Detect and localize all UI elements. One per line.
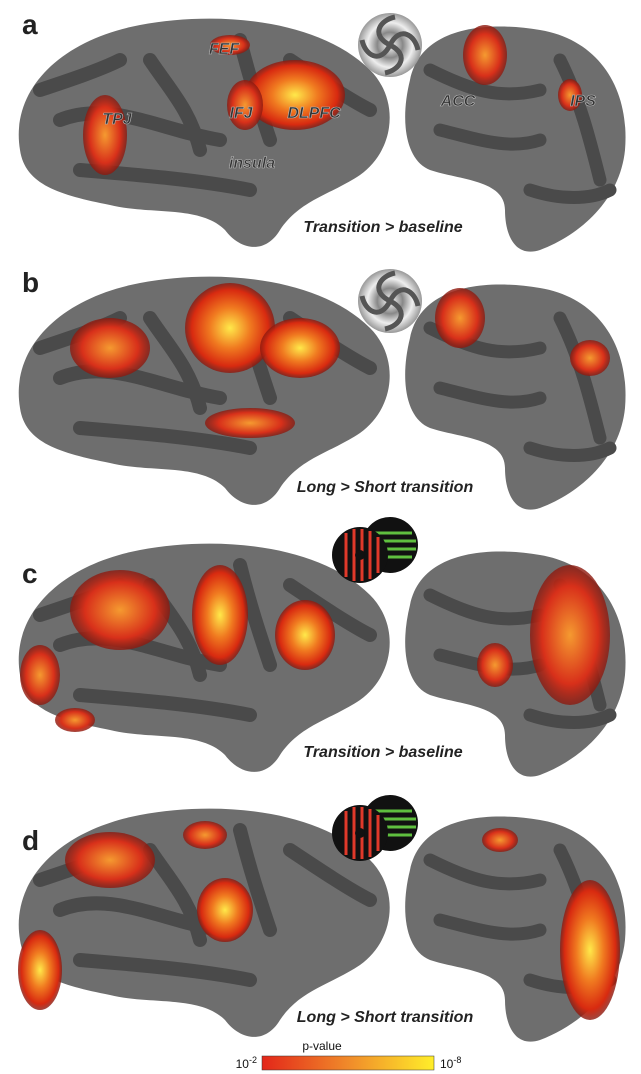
region-label: DLPFC (287, 105, 341, 122)
activation (70, 283, 610, 438)
right-hemisphere (405, 27, 625, 252)
region-label: ACC (440, 93, 476, 110)
stimulus-icon (330, 793, 420, 863)
region-label: IPS (570, 93, 596, 110)
panel-a: a TPJ FEF IFJ DLPFC insula ACC IPS Trans… (19, 9, 626, 252)
panel-label: c (22, 558, 38, 589)
colorbar-max: 10-8 (440, 1055, 461, 1071)
panel-c: c Transition > baseline (19, 515, 626, 777)
panel-label: d (22, 825, 39, 856)
caption: Transition > baseline (303, 219, 462, 236)
stimulus-icon (358, 269, 422, 333)
region-label: IFJ (229, 105, 253, 122)
colorbar-scale (261, 1055, 435, 1071)
caption: Long > Short transition (297, 479, 474, 496)
activation (18, 821, 620, 1020)
stimulus-icon (358, 13, 422, 77)
colorbar: p-value 10-2 10-8 (236, 1039, 462, 1071)
colorbar-min: 10-2 (236, 1055, 257, 1071)
activation (20, 565, 610, 732)
activation (83, 25, 582, 175)
region-label: FEF (209, 41, 240, 58)
caption: Transition > baseline (303, 744, 462, 761)
panel-label: b (22, 267, 39, 298)
region-label: TPJ (102, 111, 132, 128)
colorbar-title: p-value (302, 1039, 342, 1053)
stimulus-icon (330, 515, 420, 585)
panel-d: d Long > Short transition (18, 793, 626, 1042)
left-hemisphere (19, 19, 390, 247)
region-label: insula (229, 155, 275, 172)
panel-label: a (22, 9, 38, 40)
panel-b: b Long > Short transition (19, 267, 626, 510)
caption: Long > Short transition (297, 1009, 474, 1026)
